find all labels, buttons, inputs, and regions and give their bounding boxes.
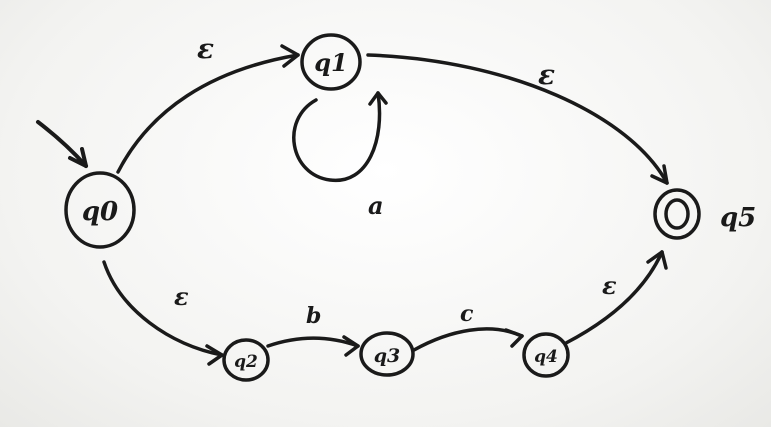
transition-q0-q1: ε: [116, 32, 300, 174]
state-q1: q1: [300, 33, 362, 91]
transition-q2-q3: b: [266, 303, 360, 357]
state-q4: q4: [522, 332, 570, 378]
state-q3-label: q3: [374, 345, 401, 367]
transition-q4-q5: ε: [564, 250, 668, 345]
state-q4-label: q4: [534, 347, 558, 367]
state-q1-label: q1: [314, 48, 347, 77]
state-q2: q2: [222, 338, 270, 382]
state-q2-label: q2: [234, 352, 258, 372]
state-q5: q5: [653, 188, 756, 240]
transition-q1-q5: ε: [366, 53, 669, 185]
state-q0-label: q0: [82, 197, 118, 227]
transition-q1-loop-label: a: [368, 191, 384, 220]
transition-q1-q5-label: ε: [538, 58, 555, 91]
state-q3: q3: [359, 331, 415, 377]
start-arrow: [36, 120, 88, 168]
transition-q3-q4: c: [412, 301, 524, 352]
transition-q0-q1-label: ε: [197, 32, 214, 65]
transition-q2-q3-label: b: [306, 303, 321, 329]
transition-q0-q2: ε: [102, 260, 224, 366]
state-q0: q0: [64, 171, 136, 249]
transition-q0-q2-label: ε: [174, 282, 189, 311]
transition-q1-loop: a: [292, 91, 388, 220]
state-q5-label: q5: [720, 203, 756, 233]
transition-q4-q5-label: ε: [602, 271, 617, 300]
transition-q3-q4-label: c: [460, 301, 474, 327]
